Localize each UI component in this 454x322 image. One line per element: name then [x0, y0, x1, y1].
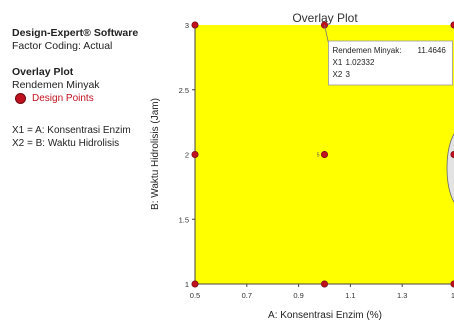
x-axis-label: A: Konsentrasi Enzim (%)	[268, 310, 382, 321]
plot-type-label: Overlay Plot	[12, 66, 74, 78]
flag-box[interactable]	[328, 40, 453, 86]
software-name: Design-Expert® Software	[12, 27, 139, 39]
y-tick-label: 2.5	[179, 86, 189, 95]
factor-x-label: X1 = A: Konsentrasi Enzim	[12, 125, 131, 136]
design-point-icon	[15, 93, 26, 104]
flag-connector	[324, 24, 329, 44]
flag-line-label: X2	[333, 70, 343, 79]
y-tick-label: 2	[185, 151, 189, 160]
flag-line-value: 1.02332	[346, 58, 375, 67]
factor-coding: Factor Coding: Actual	[12, 40, 113, 52]
factor-y-label: X2 = B: Waktu Hidrolisis	[12, 138, 120, 149]
x-tick-label: 0.5	[190, 291, 200, 300]
x-tick-label: 0.7	[242, 291, 252, 300]
legend-label: Design Points	[32, 93, 94, 104]
design-point[interactable]	[191, 280, 199, 288]
design-point[interactable]	[320, 280, 328, 288]
design-points: 5	[191, 21, 454, 288]
chart-title: Overlay Plot	[292, 11, 358, 25]
x-tick-label: 1.3	[397, 291, 407, 300]
y-tick-label: 1.5	[179, 215, 189, 224]
flag-line-value: 11.4646	[418, 46, 447, 55]
y-tick-label: 3	[185, 21, 189, 30]
x-tick-label: 1.1	[345, 291, 355, 300]
axis-ticks: 0.50.70.91.11.31.11.522.53	[179, 21, 454, 300]
design-point[interactable]	[191, 151, 199, 159]
center-point-label: 5	[317, 153, 320, 159]
y-tick-label: 1	[185, 280, 189, 289]
flag-line-label: Rendemen Minyak:	[333, 46, 402, 55]
response-name: Rendemen Minyak	[12, 79, 100, 91]
design-point[interactable]	[191, 21, 199, 29]
legend-design-points: Design Points	[12, 93, 94, 104]
infeasible-region-gray	[446, 133, 454, 203]
x-tick-label: 0.9	[293, 291, 303, 300]
flag-line-value: 3	[346, 70, 351, 79]
x-tick-label: 1.	[451, 291, 454, 300]
y-axis-label: B: Waktu Hidrolisis (Jam)	[150, 98, 161, 210]
design-point[interactable]	[320, 151, 328, 159]
flag-line-label: X1	[333, 58, 343, 67]
